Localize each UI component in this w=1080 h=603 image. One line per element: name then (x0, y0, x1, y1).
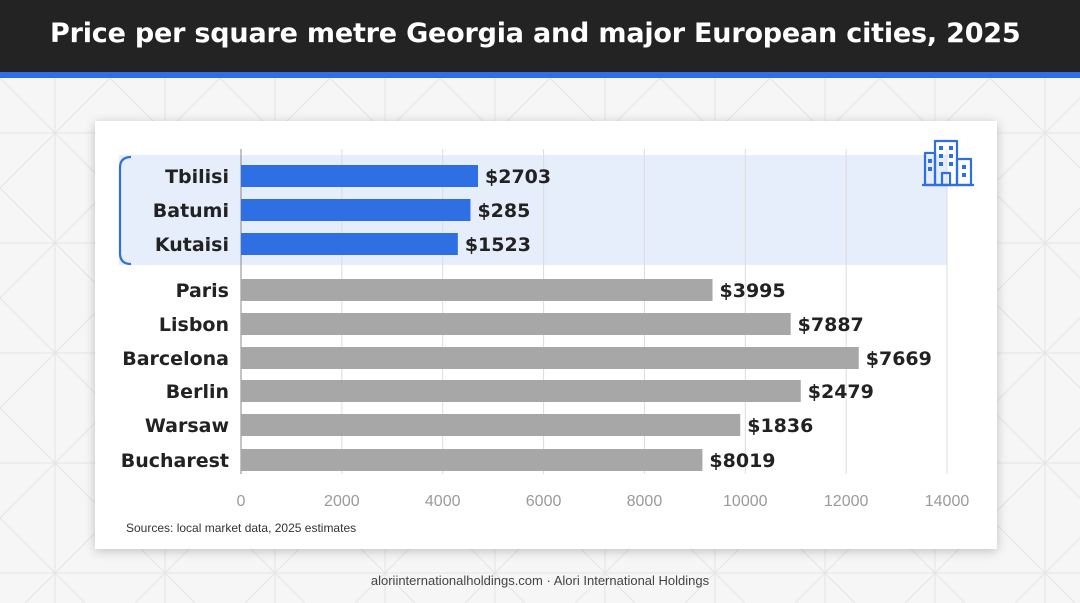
bar-warsaw (241, 414, 741, 436)
bar-tbilisi (241, 165, 479, 187)
category-label-kutaisi: Kutaisi (155, 234, 229, 256)
x-tick-label-2000: 2000 (324, 493, 360, 510)
source-note: Sources: local market data, 2025 estimat… (126, 521, 357, 535)
footer-site: aloriinternationalholdings.com (370, 573, 543, 588)
data-label-berlin: $2479 (808, 381, 874, 403)
page-title: Price per square metre Georgia and major… (50, 18, 1021, 49)
bar-chart: Tbilisi $2703 Batumi $285 Kutaisi $1523 Paris $… (118, 149, 970, 510)
footer-separator: · (546, 573, 551, 588)
x-tick-label-4000: 4000 (425, 493, 461, 510)
footer: aloriinternationalholdings.com · Alori I… (0, 573, 1080, 588)
data-label-batumi: $285 (477, 200, 530, 222)
bar-paris (241, 279, 713, 301)
category-label-paris: Paris (176, 280, 229, 302)
bar-bucharest (241, 449, 703, 471)
category-label-batumi: Batumi (153, 200, 229, 222)
category-label-bucharest: Bucharest (121, 450, 229, 472)
bar-batumi (241, 199, 471, 221)
data-label-paris: $3995 (720, 280, 786, 302)
bar-kutaisi (241, 233, 458, 255)
x-tick-label-14000: 14000 (925, 493, 970, 510)
highlight-bracket (118, 155, 132, 266)
footer-company: Alori International Holdings (553, 573, 710, 588)
x-tick-label-8000: 8000 (627, 493, 663, 510)
bar-lisbon (241, 313, 791, 335)
category-label-tbilisi: Tbilisi (165, 166, 229, 188)
office-building-icon (922, 139, 974, 187)
data-label-barcelona: $7669 (866, 348, 932, 370)
data-label-bucharest: $8019 (709, 450, 775, 472)
header-bar: Price per square metre Georgia and major… (0, 0, 1080, 72)
data-label-lisbon: $7887 (798, 314, 864, 336)
category-label-berlin: Berlin (166, 381, 229, 403)
category-label-barcelona: Barcelona (122, 348, 229, 370)
x-tick-label-6000: 6000 (526, 493, 562, 510)
category-label-lisbon: Lisbon (159, 314, 229, 336)
data-label-warsaw: $1836 (747, 415, 813, 437)
header-accent-stripe (0, 72, 1080, 78)
data-label-tbilisi: $2703 (485, 166, 551, 188)
x-tick-label-0: 0 (237, 493, 246, 510)
bar-barcelona (241, 347, 859, 369)
category-label-warsaw: Warsaw (145, 415, 229, 437)
data-label-kutaisi: $1523 (465, 234, 531, 256)
x-tick-label-10000: 10000 (723, 493, 768, 510)
chart-card: Tbilisi $2703 Batumi $285 Kutaisi $1523 Paris $… (95, 121, 997, 549)
bar-berlin (241, 380, 801, 402)
x-tick-label-12000: 12000 (824, 493, 869, 510)
